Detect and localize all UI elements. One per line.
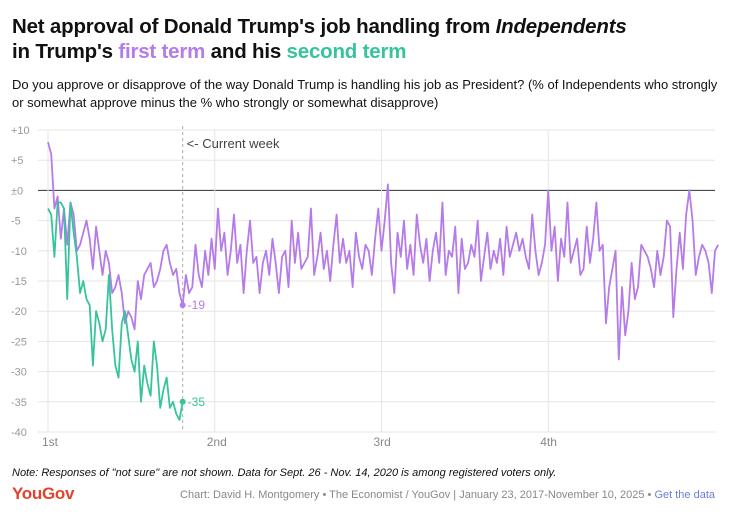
current-week-label: <- Current week xyxy=(187,136,280,151)
chart-title: Net approval of Donald Trump's job handl… xyxy=(12,14,722,64)
x-tick-label: 2nd xyxy=(207,435,227,449)
title-second-term: second term xyxy=(286,40,407,63)
first-term-line xyxy=(47,141,720,361)
credit-text: Chart: David H. Montgomery • The Economi… xyxy=(180,489,655,501)
y-tick-label: -5 xyxy=(11,216,21,228)
y-tick-label: -10 xyxy=(11,246,27,258)
second-term-line xyxy=(47,201,184,421)
y-tick-label: -30 xyxy=(11,367,27,379)
y-tick-label: -25 xyxy=(11,336,27,348)
title-text-4: and his xyxy=(205,40,287,63)
chart-note: Note: Responses of "not sure" are not sh… xyxy=(12,467,557,479)
chart-credit: Chart: David H. Montgomery • The Economi… xyxy=(180,489,715,501)
first-term-current-dot xyxy=(179,302,186,309)
y-tick-label: +5 xyxy=(11,155,24,167)
x-tick-label: 3rd xyxy=(374,435,391,449)
y-tick-label: -35 xyxy=(11,397,27,409)
y-tick-label: -20 xyxy=(11,306,27,318)
y-tick-label: ±0 xyxy=(11,185,23,197)
y-tick-label: +10 xyxy=(11,125,30,137)
chart-subtitle: Do you approve or disapprove of the way … xyxy=(12,77,718,110)
title-first-term: first term xyxy=(118,40,206,63)
yougov-logo[interactable]: YouGov xyxy=(12,484,75,503)
first-term-current-label: -19 xyxy=(188,298,206,312)
y-tick-label: -15 xyxy=(11,276,27,288)
title-text-1: Net approval of Donald Trump's job handl… xyxy=(12,15,496,38)
title-line-1: Net approval of Donald Trump's job handl… xyxy=(12,14,722,39)
title-text-3: in Trump's xyxy=(12,40,119,63)
y-tick-label: -40 xyxy=(11,427,27,439)
title-line-2: in Trump's first term and his second ter… xyxy=(12,39,722,64)
get-the-data-link[interactable]: Get the data xyxy=(654,489,715,501)
second-term-current-label: -35 xyxy=(188,395,206,409)
line-chart: +10 +5 ±0 -5 -10 -15 -20 -25 -30 -35 -40 1st 2nd 3rd 4… xyxy=(11,125,720,449)
x-tick-label: 1st xyxy=(42,435,59,449)
title-italic-independents: Independents xyxy=(495,15,627,38)
second-term-current-dot xyxy=(179,398,186,405)
x-tick-label: 4th xyxy=(540,435,557,449)
